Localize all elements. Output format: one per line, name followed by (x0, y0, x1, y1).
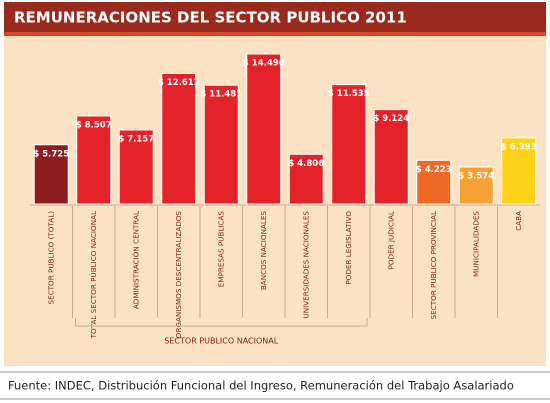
title-bar (4, 2, 546, 32)
value-label: $ 11.535 (328, 89, 370, 99)
bar (118, 129, 154, 205)
bar (76, 115, 112, 205)
bar (33, 144, 69, 205)
value-label: $ 11.481 (200, 90, 242, 100)
x-tick-label: ORGANISMOS DESCENTRALIZADOS (174, 211, 183, 339)
x-tick-label: UNIVERSIDADES NACIONALES (301, 211, 310, 319)
bar (288, 153, 324, 205)
bar (161, 72, 197, 205)
x-tick-label: SECTOR PUBLICO (TOTAL) (46, 211, 55, 305)
chart-title: REMUNERACIONES DEL SECTOR PUBLICO 2011 (14, 9, 407, 27)
x-tick-label: MUNICIPALIDADES (471, 211, 480, 277)
value-label: $ 4.806 (288, 159, 324, 169)
group-label: SECTOR PUBLICO NACIONAL (164, 337, 278, 346)
value-label: $ 9.124 (373, 114, 409, 124)
x-tick-label: PODER LEGISLATIVO (344, 211, 353, 285)
x-tick-label: CABA (514, 211, 523, 231)
bar (246, 53, 282, 205)
x-tick-label: ADMINISTRACIÓN CENTRAL (131, 211, 140, 309)
x-tick-label: TOTAL SECTOR PÚBLICO NACIONAL (89, 211, 98, 339)
title-rule (4, 32, 546, 36)
x-tick-label: BANCOS NACIONALES (259, 211, 268, 291)
value-label: $ 12.612 (158, 78, 200, 88)
value-label: $ 5.725 (33, 149, 69, 159)
x-tick-label: SECTOR PUBLICO PROVINCIAL (429, 211, 438, 319)
x-tick-label: EMPRESAS PÚBLICAS (216, 211, 225, 288)
value-label: $ 4.223 (416, 165, 452, 175)
bar (458, 166, 494, 205)
bar (501, 137, 537, 205)
source: Fuente: INDEC, Distribución Funcional de… (8, 379, 514, 393)
bar (203, 84, 239, 205)
bar (331, 84, 367, 205)
value-label: $ 14.496 (243, 59, 285, 69)
value-label: $ 3.574 (458, 172, 494, 182)
value-label: $ 7.157 (118, 134, 154, 144)
value-label: $ 6.393 (501, 142, 537, 152)
bar (416, 159, 452, 205)
value-label: $ 8.507 (76, 120, 112, 130)
x-tick-label: PODER JUDICIAL (386, 211, 395, 269)
bar (373, 109, 409, 205)
group-bracket (75, 318, 368, 327)
